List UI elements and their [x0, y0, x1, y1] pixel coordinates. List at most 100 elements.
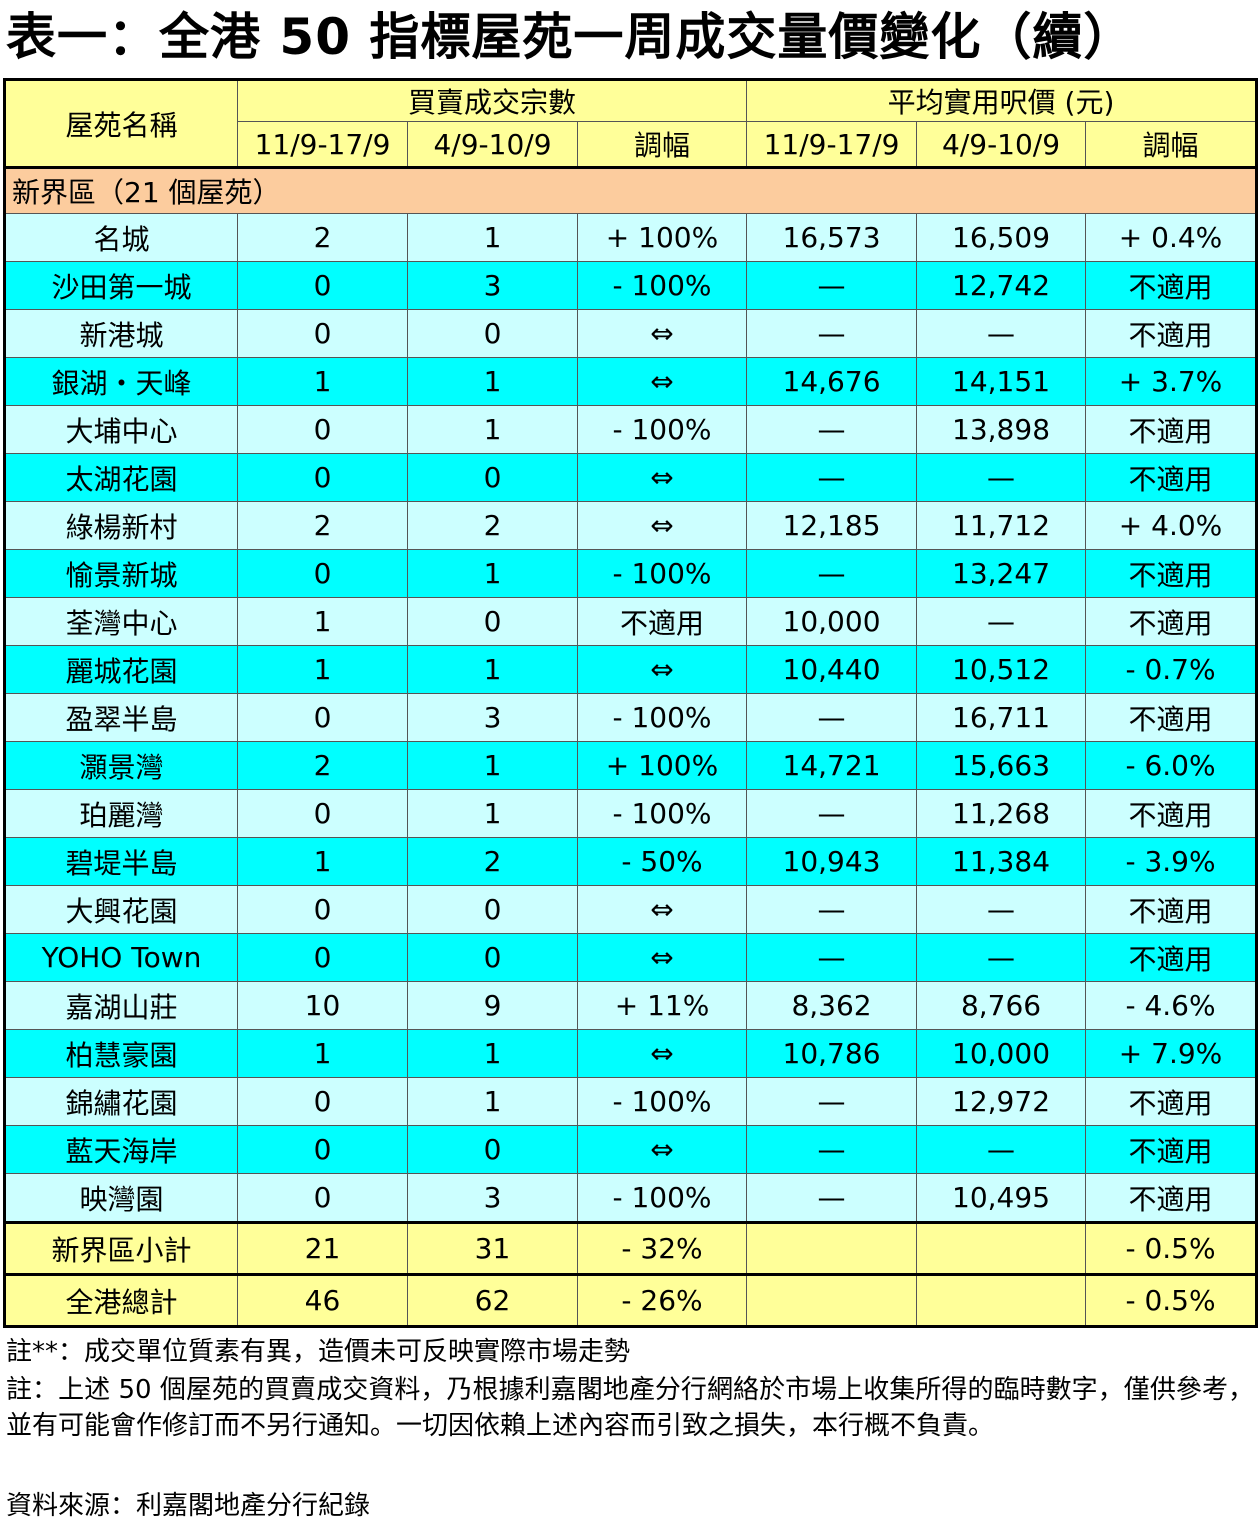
transactions-change-cell: ⇔: [576, 453, 748, 502]
price-previous-cell: 11,712: [916, 501, 1087, 550]
price-change-cell: + 4.0%: [1085, 501, 1258, 550]
transactions-current-cell: 0: [237, 549, 408, 598]
price-current-cell: 10,943: [746, 837, 918, 886]
price-change-cell: 不適用: [1085, 1125, 1258, 1174]
price-current-cell: —: [746, 453, 918, 502]
table-row: 沙田第一城 0 3- 100% —12,742 不適用: [4, 261, 1258, 310]
price-change-cell: 不適用: [1085, 309, 1258, 358]
transactions-previous-cell: 0: [407, 309, 578, 358]
note-quality: 註**：成交單位質素有異，造價未可反映實際市場走勢: [6, 1337, 631, 1367]
price-previous-cell: 13,247: [916, 549, 1087, 598]
transactions-current-cell: 0: [237, 885, 408, 934]
price-change-cell: 不適用: [1085, 405, 1258, 454]
transactions-previous-cell: 1: [407, 645, 578, 694]
table-row: 銀湖・天峰 1 1 ⇔ 14,676 14,151 + 3.7%: [4, 357, 1258, 406]
price-change-cell: 不適用: [1085, 1077, 1258, 1126]
price-previous-cell: 12,972: [916, 1077, 1087, 1126]
table-row: 太湖花園 0 0 ⇔ — — 不適用: [4, 453, 1258, 502]
transactions-current-cell: 0: [237, 1077, 408, 1126]
transactions-change-cell: + 100%: [576, 213, 748, 262]
price-current-cell: —: [746, 1077, 918, 1126]
price-change-cell: - 4.6%: [1085, 981, 1258, 1030]
transactions-change-cell: + 11%: [576, 981, 748, 1030]
estate-name-cell: YOHO Town: [4, 933, 238, 982]
header-row-1: 屋苑名稱 買賣成交宗數 平均實用呎價 (元): [4, 79, 1258, 168]
transactions-current-cell: 2: [237, 213, 408, 262]
price-change-cell: 不適用: [1085, 597, 1258, 646]
transactions-current-cell: 1: [237, 837, 408, 886]
transactions-current-cell: 0: [237, 405, 408, 454]
transactions-change-cell: ⇔: [576, 933, 748, 982]
transactions-previous-cell: 1: [407, 1029, 578, 1078]
transactions-previous-cell: 3: [407, 261, 578, 310]
transactions-change-cell: + 100%: [576, 741, 748, 790]
transactions-current-cell: 1: [237, 597, 408, 646]
transactions-change-cell: ⇔: [576, 645, 748, 694]
estate-name-cell: 藍天海岸: [4, 1125, 238, 1174]
transactions-current-cell: 1: [237, 645, 408, 694]
transactions-previous-cell: 1: [407, 405, 578, 454]
price-previous-cell: 12,742: [916, 261, 1087, 310]
price-change-cell: 不適用: [1085, 261, 1258, 310]
header-row-2: 11/9-17/9 4/9-10/9 調幅 11/9-17/9 4/9-10/9…: [4, 121, 1258, 168]
estate-name-cell: 新港城: [4, 309, 238, 358]
estate-name-cell: 大興花園: [4, 885, 238, 934]
table-row: YOHO Town 0 0 ⇔ — — 不適用: [4, 933, 1258, 982]
price-previous-cell: 15,663: [916, 741, 1087, 790]
price-previous-cell: 10,512: [916, 645, 1087, 694]
estate-name-cell: 柏慧豪園: [4, 1029, 238, 1078]
price-change-cell: 不適用: [1085, 885, 1258, 934]
price-previous-cell: —: [916, 453, 1087, 502]
transactions-previous-cell: 0: [407, 885, 578, 934]
price-current-cell: —: [746, 549, 918, 598]
total-estate-name-cell: 全港總計: [4, 1274, 238, 1327]
price-current-cell: 10,440: [746, 645, 918, 694]
price-previous-cell: 8,766: [916, 981, 1087, 1030]
page-title: 表一：全港 50 指標屋苑一周成交量價變化（續）: [6, 8, 1135, 66]
note-disclaimer: 註：上述 50 個屋苑的買賣成交資料，乃根據利嘉閣地產分行網絡於市場上收集所得的…: [6, 1375, 1254, 1441]
price-previous-cell: 16,711: [916, 693, 1087, 742]
price-previous-cell: 10,495: [916, 1173, 1087, 1223]
transactions-change-cell: ⇔: [576, 885, 748, 934]
price-previous-cell: 13,898: [916, 405, 1087, 454]
price-current-cell: —: [746, 1173, 918, 1223]
price-previous-cell: 11,268: [916, 789, 1087, 838]
estate-name-cell: 嘉湖山莊: [4, 981, 238, 1030]
total-price-current-cell: [746, 1274, 918, 1327]
estate-name-cell: 愉景新城: [4, 549, 238, 598]
transactions-previous-cell: 2: [407, 501, 578, 550]
transactions-change-cell: ⇔: [576, 501, 748, 550]
total-transactions-change-cell: - 26%: [576, 1274, 748, 1327]
price-previous-cell: 14,151: [916, 357, 1087, 406]
transactions-previous-cell: 0: [407, 453, 578, 502]
estate-name-cell: 荃灣中心: [4, 597, 238, 646]
subtotal-transactions-current-cell: 21: [237, 1222, 408, 1275]
transactions-change-cell: - 100%: [576, 549, 748, 598]
table-row: 名城 2 1 + 100% 16,573 16,509 + 0.4%: [4, 213, 1258, 262]
header-price: 平均實用呎價 (元): [746, 79, 1258, 122]
price-change-cell: + 7.9%: [1085, 1029, 1258, 1078]
transactions-previous-cell: 0: [407, 1125, 578, 1174]
transactions-change-cell: ⇔: [576, 357, 748, 406]
price-previous-cell: —: [916, 885, 1087, 934]
price-change-cell: 不適用: [1085, 549, 1258, 598]
transactions-current-cell: 2: [237, 741, 408, 790]
transactions-change-cell: ⇔: [576, 309, 748, 358]
transactions-change-cell: - 100%: [576, 789, 748, 838]
subtotal-price-current-cell: [746, 1222, 918, 1275]
price-previous-cell: —: [916, 933, 1087, 982]
total-price-previous-cell: [916, 1274, 1087, 1327]
transactions-change-cell: - 50%: [576, 837, 748, 886]
price-current-cell: 12,185: [746, 501, 918, 550]
transactions-current-cell: 0: [237, 1125, 408, 1174]
estate-name-cell: 麗城花園: [4, 645, 238, 694]
table-row: 藍天海岸 0 0 ⇔ — — 不適用: [4, 1125, 1258, 1174]
transactions-previous-cell: 0: [407, 933, 578, 982]
price-change-cell: 不適用: [1085, 789, 1258, 838]
total-transactions-current-cell: 46: [237, 1274, 408, 1327]
total-transactions-previous-cell: 62: [407, 1274, 578, 1327]
table-row: 大埔中心 0 1- 100% —13,898 不適用: [4, 405, 1258, 454]
price-change-cell: + 0.4%: [1085, 213, 1258, 262]
transactions-current-cell: 0: [237, 933, 408, 982]
transactions-previous-cell: 1: [407, 357, 578, 406]
